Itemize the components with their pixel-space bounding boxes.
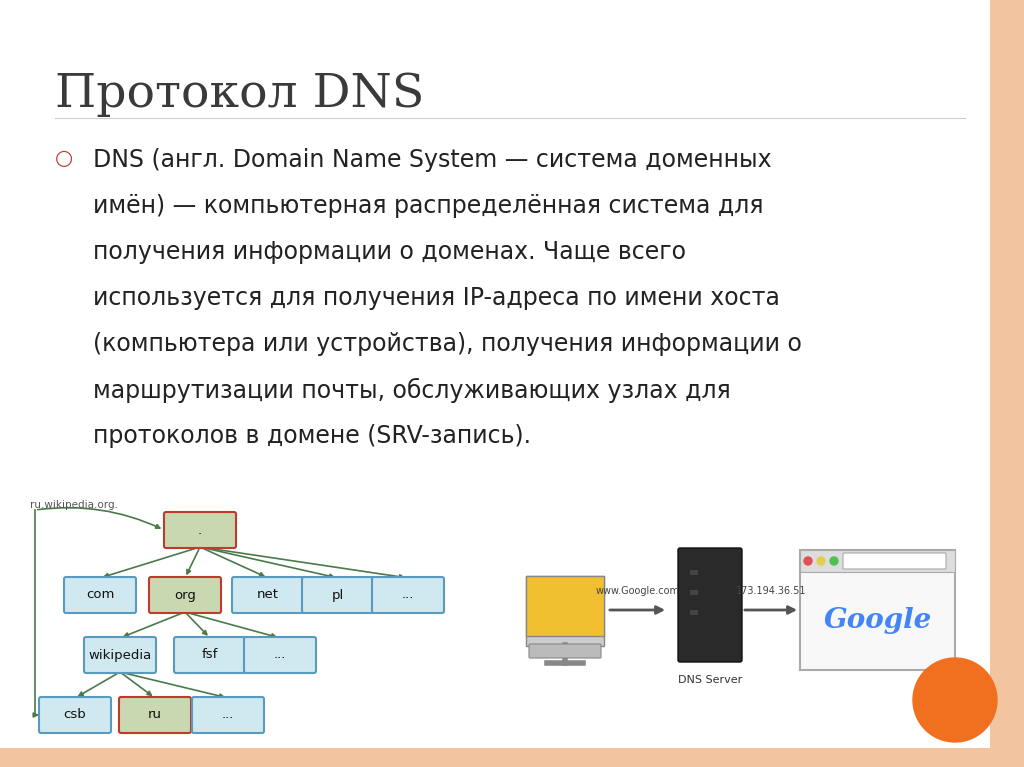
FancyBboxPatch shape (532, 584, 598, 632)
Text: получения информации о доменах. Чаще всего: получения информации о доменах. Чаще все… (93, 240, 686, 264)
Circle shape (804, 557, 812, 565)
FancyBboxPatch shape (529, 644, 601, 658)
Bar (690, 590, 698, 595)
Bar (990, 0, 1024, 767)
Text: fsf: fsf (202, 649, 218, 661)
FancyBboxPatch shape (84, 637, 156, 673)
FancyBboxPatch shape (372, 577, 444, 613)
FancyBboxPatch shape (39, 697, 111, 733)
Text: маршрутизации почты, обслуживающих узлах для: маршрутизации почты, обслуживающих узлах… (93, 378, 731, 403)
Circle shape (830, 557, 838, 565)
FancyBboxPatch shape (119, 697, 191, 733)
Circle shape (817, 557, 825, 565)
Text: используется для получения IP-адреса по имени хоста: используется для получения IP-адреса по … (93, 286, 780, 310)
FancyBboxPatch shape (678, 548, 742, 662)
FancyBboxPatch shape (193, 697, 264, 733)
Text: ...: ... (273, 649, 286, 661)
Circle shape (913, 658, 997, 742)
Text: com: com (86, 588, 115, 601)
Text: имён) — компьютерная распределённая система для: имён) — компьютерная распределённая сист… (93, 194, 764, 218)
Text: wikipedia: wikipedia (88, 649, 152, 661)
Text: DNS Server: DNS Server (678, 675, 742, 685)
Text: org: org (174, 588, 196, 601)
FancyBboxPatch shape (526, 576, 604, 636)
Text: Протокол DNS: Протокол DNS (55, 72, 424, 117)
Text: протоколов в домене (SRV-запись).: протоколов в домене (SRV-запись). (93, 424, 531, 448)
FancyBboxPatch shape (526, 576, 604, 646)
Text: pl: pl (332, 588, 344, 601)
Text: csb: csb (63, 709, 86, 722)
FancyBboxPatch shape (800, 550, 955, 670)
FancyBboxPatch shape (244, 637, 316, 673)
Text: ru.wikipedia.org.: ru.wikipedia.org. (30, 500, 118, 510)
Bar (690, 570, 698, 575)
FancyBboxPatch shape (302, 577, 374, 613)
Text: ○: ○ (55, 148, 74, 168)
Text: net: net (257, 588, 279, 601)
Text: ru: ru (148, 709, 162, 722)
FancyBboxPatch shape (174, 637, 246, 673)
Bar (690, 610, 698, 615)
FancyBboxPatch shape (63, 577, 136, 613)
Text: .: . (198, 524, 202, 536)
Bar (0, 748, 1024, 767)
Text: ...: ... (222, 709, 234, 722)
FancyBboxPatch shape (232, 577, 304, 613)
Text: 173.194.36.51: 173.194.36.51 (736, 586, 806, 596)
FancyBboxPatch shape (843, 553, 946, 569)
Text: ...: ... (401, 588, 414, 601)
FancyBboxPatch shape (164, 512, 236, 548)
Text: Google: Google (823, 607, 932, 634)
Bar (800, 550, 955, 572)
Text: www.Google.com: www.Google.com (596, 586, 680, 596)
Text: (компьютера или устройства), получения информации о: (компьютера или устройства), получения и… (93, 332, 802, 356)
Text: DNS (англ. Domain Name System — система доменных: DNS (англ. Domain Name System — система … (93, 148, 772, 172)
FancyBboxPatch shape (150, 577, 221, 613)
